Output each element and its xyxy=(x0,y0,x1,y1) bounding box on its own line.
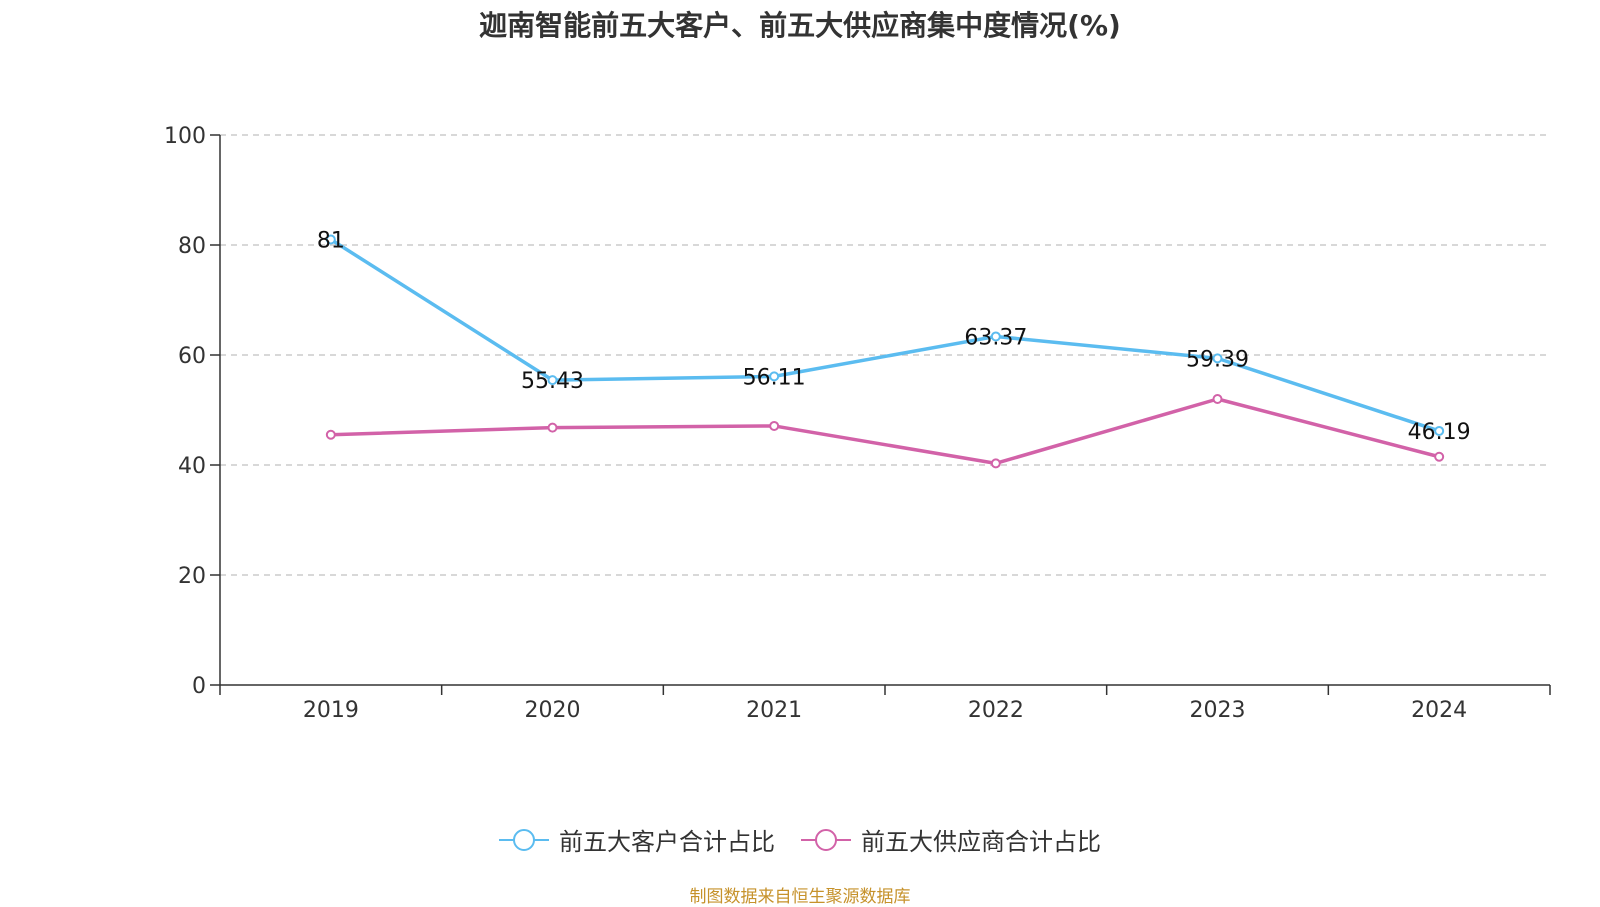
y-tick-label-40: 40 xyxy=(178,454,206,479)
x-tick-label-2024: 2024 xyxy=(1411,698,1467,723)
x-tick-label-2023: 2023 xyxy=(1190,698,1246,723)
series-0-point-2020 xyxy=(547,375,558,386)
series-0-point-2023 xyxy=(1212,353,1223,364)
series-0-point-2024 xyxy=(1434,425,1445,436)
y-tick-label-100: 100 xyxy=(164,124,206,149)
y-tick-label-20: 20 xyxy=(178,564,206,589)
x-tick-label-2019: 2019 xyxy=(303,698,359,723)
legend-item-suppliers[interactable]: 前五大供应商合计占比 xyxy=(801,822,1101,857)
data-label-2023: 59.39 xyxy=(1186,347,1249,372)
legend-suppliers-icon xyxy=(801,828,851,851)
series-line-1 xyxy=(330,397,1440,466)
x-tick-label-2020: 2020 xyxy=(525,698,581,723)
y-tick-label-60: 60 xyxy=(178,344,206,369)
series-1-point-2019 xyxy=(325,429,336,440)
data-label-2019: 81 xyxy=(317,229,345,254)
legend-suppliers-label: 前五大供应商合计占比 xyxy=(861,828,1101,856)
series-1-point-2022 xyxy=(990,458,1001,469)
data-label-2024: 46.19 xyxy=(1408,420,1471,445)
data-label-2022: 63.37 xyxy=(964,325,1027,350)
data-label-2021: 56.11 xyxy=(743,365,806,390)
y-tick-label-0: 0 xyxy=(192,674,206,699)
legend-customers-label: 前五大客户合计占比 xyxy=(559,828,775,856)
data-label-2020: 55.43 xyxy=(521,369,584,394)
series-1-point-2021 xyxy=(769,420,780,431)
x-tick-label-2021: 2021 xyxy=(746,698,802,723)
legend-item-customers[interactable]: 前五大客户合计占比 xyxy=(499,822,775,857)
series-line-0 xyxy=(329,238,1440,433)
series-0-point-2022 xyxy=(990,331,1001,342)
legend: 前五大客户合计占比 前五大供应商合计占比 xyxy=(0,822,1600,857)
legend-customers-icon xyxy=(499,828,549,851)
x-tick-label-2022: 2022 xyxy=(968,698,1024,723)
chart-title: 迦南智能前五大客户、前五大供应商集中度情况(%) xyxy=(479,9,1121,42)
series-0-point-2019 xyxy=(325,234,336,245)
series-0-point-2021 xyxy=(769,371,780,382)
series-1-point-2024 xyxy=(1434,451,1445,462)
y-tick-label-80: 80 xyxy=(178,234,206,259)
source-note: 制图数据来自恒生聚源数据库 xyxy=(689,887,911,907)
series-1-point-2023 xyxy=(1212,394,1223,404)
series-1-point-2020 xyxy=(547,422,558,433)
